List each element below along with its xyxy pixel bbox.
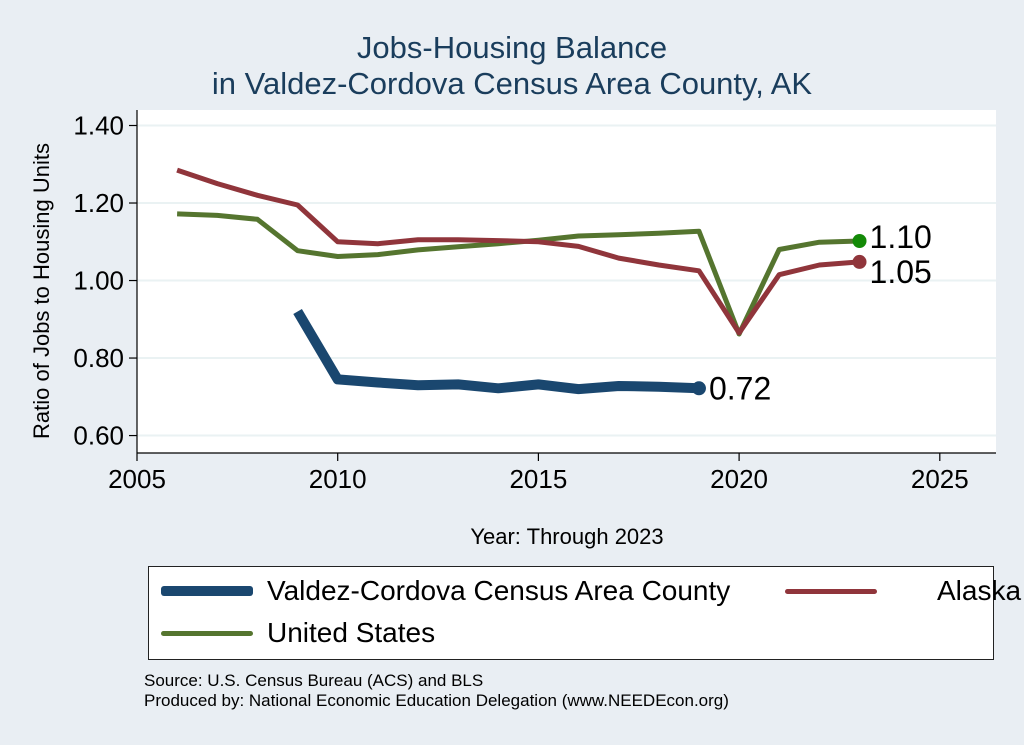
x-tick-label: 2020 [710, 464, 768, 494]
y-tick-label: 0.60 [73, 421, 124, 451]
end-label-alaska: 1.05 [870, 254, 932, 290]
x-tick-label: 2025 [911, 464, 969, 494]
end-marker-alaska [852, 254, 867, 269]
y-tick-label: 1.40 [73, 111, 124, 141]
legend: Valdez-Cordova Census Area County Alaska… [148, 566, 1021, 660]
series-line-county [293, 308, 700, 395]
legend-item-alaska: Alaska [785, 575, 1021, 607]
y-tick-label: 1.00 [73, 266, 124, 296]
source-line: Source: U.S. Census Bureau (ACS) and BLS [144, 671, 484, 690]
legend-item-us: United States [161, 617, 435, 649]
series-line-alaska [176, 167, 860, 336]
x-tick-label: 2010 [309, 464, 367, 494]
x-tick-label: 2005 [108, 464, 166, 494]
chart-subtitle: in Valdez-Cordova Census Area County, AK [211, 66, 813, 101]
end-label-county: 0.72 [709, 370, 771, 406]
legend-label-us: United States [267, 617, 436, 648]
end-marker-county [691, 381, 706, 396]
legend-swatch-us [161, 630, 253, 636]
legend-label-county: Valdez-Cordova Census Area County [267, 575, 731, 606]
y-tick-label: 0.80 [73, 343, 124, 373]
legend-item-county: Valdez-Cordova Census Area County [161, 575, 730, 607]
legend-label-alaska: Alaska [937, 575, 1022, 606]
end-label-us: 1.10 [870, 219, 932, 255]
legend-swatch-alaska [785, 588, 877, 594]
y-tick-label: 1.20 [73, 188, 124, 218]
x-axis-label: Year: Through 2023 [470, 524, 663, 549]
chart-title: Jobs-Housing Balance [356, 30, 668, 65]
produced-by-line: Produced by: National Economic Education… [144, 691, 729, 710]
y-axis-label: Ratio of Jobs to Housing Units [29, 143, 54, 439]
x-tick-label: 2015 [509, 464, 567, 494]
end-marker-us [852, 233, 867, 248]
legend-swatch-county [161, 586, 253, 596]
